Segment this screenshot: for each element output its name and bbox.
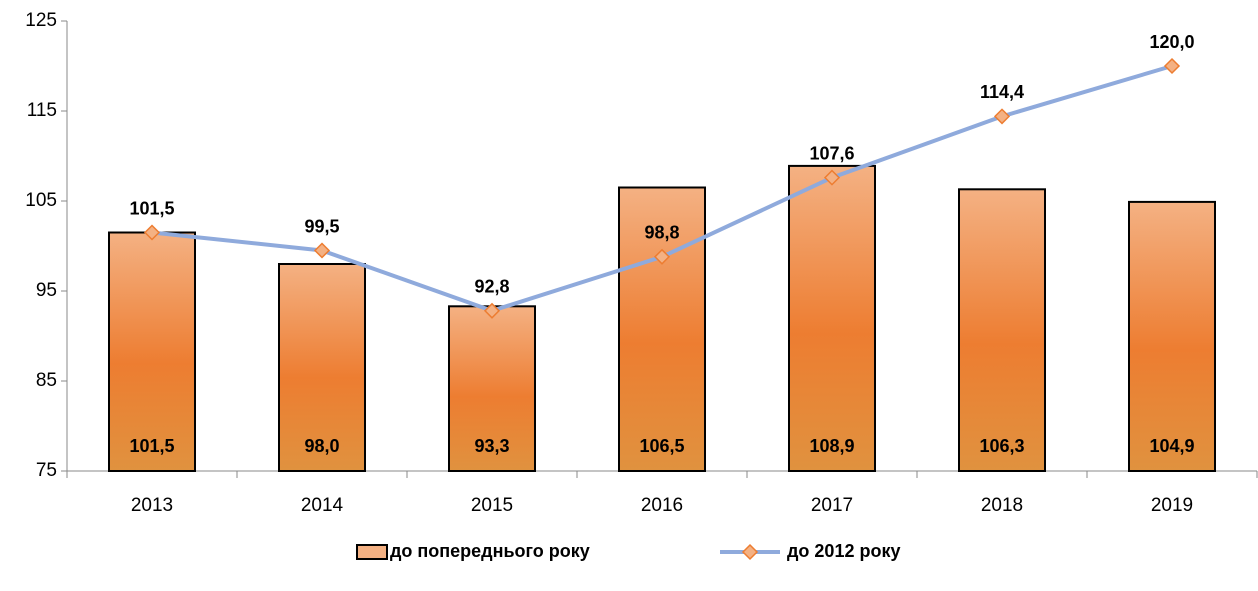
y-tick-label: 125 <box>25 10 57 31</box>
bar <box>448 305 536 472</box>
line-label: 107,6 <box>809 143 854 163</box>
bar <box>1128 200 1216 472</box>
x-tick-label: 2013 <box>131 495 173 516</box>
line-label: 99,5 <box>304 216 339 236</box>
legend-marker <box>741 543 759 561</box>
bar-label: 106,3 <box>979 436 1024 456</box>
y-tick-label: 105 <box>25 190 57 211</box>
bar <box>958 188 1046 473</box>
line-marker <box>1163 57 1181 75</box>
legend-swatch <box>356 544 388 560</box>
line-marker <box>823 169 841 186</box>
x-tick-label: 2017 <box>811 495 853 516</box>
bar-label: 106,5 <box>639 436 684 456</box>
bar-label: 93,3 <box>474 436 509 456</box>
x-tick-label: 2016 <box>641 495 683 516</box>
line-marker <box>993 108 1011 125</box>
legend-label: до 2012 року <box>787 541 900 561</box>
bar-label: 98,0 <box>304 436 339 456</box>
bar-label: 108,9 <box>809 436 854 456</box>
line-label: 120,0 <box>1149 32 1194 52</box>
bar <box>108 231 196 472</box>
y-tick-label: 75 <box>36 460 57 481</box>
bar <box>618 186 706 472</box>
y-tick-label: 85 <box>36 370 57 391</box>
x-tick-label: 2014 <box>301 495 344 516</box>
bar-label: 101,5 <box>129 436 174 456</box>
line-marker <box>653 248 671 265</box>
line-label: 101,5 <box>129 198 174 218</box>
line-marker <box>313 242 331 259</box>
x-tick-label: 2015 <box>471 495 513 516</box>
legend-label: до попереднього року <box>390 541 590 561</box>
line-label: 98,8 <box>644 223 679 243</box>
y-tick-label: 115 <box>27 100 57 121</box>
line-marker <box>483 302 501 319</box>
line-marker <box>143 224 161 241</box>
y-tick-label: 95 <box>36 280 57 301</box>
bar <box>278 263 366 472</box>
line-label: 92,8 <box>474 277 509 297</box>
x-tick-label: 2019 <box>1151 495 1193 516</box>
line-label: 114,4 <box>980 82 1024 102</box>
bar-label: 104,9 <box>1149 436 1194 456</box>
x-tick-label: 2018 <box>981 495 1023 516</box>
bar <box>788 164 876 472</box>
